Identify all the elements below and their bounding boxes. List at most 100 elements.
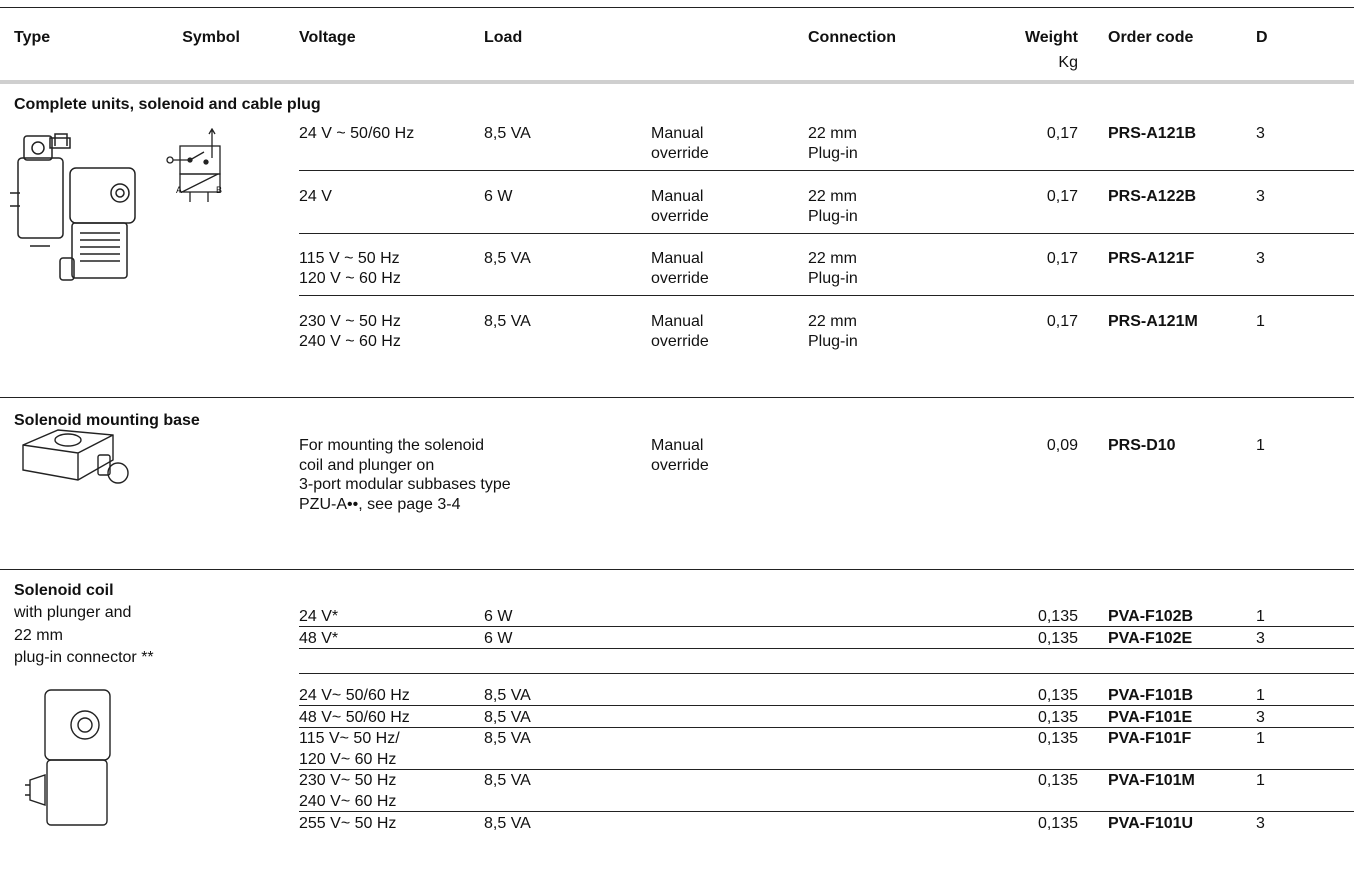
voltage: 255 V~ 50 Hz [299,815,397,832]
row-rule [299,233,1354,234]
section-title: Complete units, solenoid and cable plug [14,96,321,113]
order-code: PVA-F101B [1108,687,1194,704]
d-value: 3 [1256,815,1265,832]
override: Manual [651,437,704,454]
load: 6 W [484,608,513,625]
d-value: 1 [1256,772,1265,789]
d-value: 1 [1256,313,1265,330]
load: 6 W [484,188,513,205]
voltage: 48 V~ 50/60 Hz [299,709,410,726]
load: 8,5 VA [484,815,531,832]
column-header: Load [484,29,523,46]
subtitle: with plunger and [14,604,132,621]
column-header: Order code [1108,29,1194,46]
order-code: PRS-A121B [1108,125,1197,142]
load: 6 W [484,630,513,647]
column-header: Symbol [182,29,240,46]
load: 8,5 VA [484,313,531,330]
section-title: Solenoid coil [14,582,114,599]
weight: 0,135 [1037,709,1078,726]
connection: Plug-in [808,208,858,225]
d-value: 3 [1256,250,1265,267]
override: override [651,145,709,162]
voltage: 24 V* [299,608,339,625]
load: 8,5 VA [484,687,531,704]
connection: 22 mm [808,250,857,267]
weight: 0,135 [1037,687,1078,704]
voltage: 120 V ~ 60 Hz [299,270,401,287]
mounting-base-illustration [22,429,129,484]
weight: 0,17 [1046,313,1078,330]
top-rule [0,7,1354,8]
load: 8,5 VA [484,125,531,142]
connection: Plug-in [808,333,858,350]
port-label: A [176,185,183,195]
order-code: PVA-F101E [1108,709,1193,726]
override: Manual [651,250,704,267]
description: For mounting the solenoid [299,437,484,454]
order-code: PVA-F101F [1108,730,1192,747]
subtitle: 22 mm [14,626,63,644]
voltage: 24 V ~ 50/60 Hz [299,125,415,142]
header-rule [0,80,1354,84]
load: 8,5 VA [484,250,531,267]
load: 8,5 VA [484,772,531,789]
description: 3-port modular subbases type [299,476,511,493]
order-code: PRS-D10 [1108,437,1176,454]
voltage: 230 V~ 50 Hz [299,772,397,789]
section-title: Solenoid mounting base [14,412,200,429]
port-label: B [216,185,223,195]
override: override [651,208,709,225]
override: override [651,456,709,474]
row-rule [299,170,1354,171]
override: override [651,333,709,350]
override: Manual [651,125,704,142]
section-rule [0,397,1354,398]
weight: 0,135 [1037,630,1078,647]
column-header: Voltage [299,29,356,46]
weight: 0,135 [1037,730,1078,747]
valve-illustration [10,133,136,281]
coil-illustration [25,689,111,826]
weight: 0,17 [1046,250,1078,267]
d-value: 3 [1256,709,1265,726]
voltage: 48 V* [299,630,339,647]
voltage: 240 V ~ 60 Hz [299,333,401,350]
load: 8,5 VA [484,730,531,747]
voltage: 24 V [299,188,332,205]
override: Manual [651,188,704,205]
connection: Plug-in [808,270,858,287]
row-rule [299,727,1354,728]
d-value: 1 [1256,608,1265,625]
d-value: 1 [1256,437,1265,454]
d-value: 3 [1256,188,1265,205]
connection: 22 mm [808,313,857,330]
voltage: 115 V ~ 50 Hz [299,250,400,267]
order-code: PRS-A122B [1108,188,1197,205]
override: Manual [651,313,704,330]
weight: 0,17 [1046,188,1078,205]
order-code: PRS-A121F [1108,250,1195,267]
section-rule [0,569,1354,570]
column-header: Connection [808,29,896,46]
weight: 0,17 [1046,125,1078,142]
order-code: PRS-A121M [1108,313,1198,330]
voltage: 115 V~ 50 Hz/ [299,730,400,747]
connection: Plug-in [808,145,858,162]
column-header: D [1256,29,1268,46]
row-rule [299,295,1354,296]
row-rule [299,811,1354,812]
description: coil and plunger on [299,456,435,474]
order-code: PVA-F101U [1108,815,1194,832]
order-code: PVA-F102E [1108,630,1193,647]
d-value: 3 [1256,630,1265,647]
weight: 0,09 [1046,437,1078,454]
order-code: PVA-F102B [1108,608,1194,625]
column-header: Type [14,29,51,46]
valve-symbol [166,128,221,202]
d-value: 1 [1256,730,1265,747]
weight: 0,135 [1037,772,1078,789]
voltage: 120 V~ 60 Hz [299,751,397,768]
connection: 22 mm [808,188,857,205]
voltage: 24 V~ 50/60 Hz [299,687,410,704]
